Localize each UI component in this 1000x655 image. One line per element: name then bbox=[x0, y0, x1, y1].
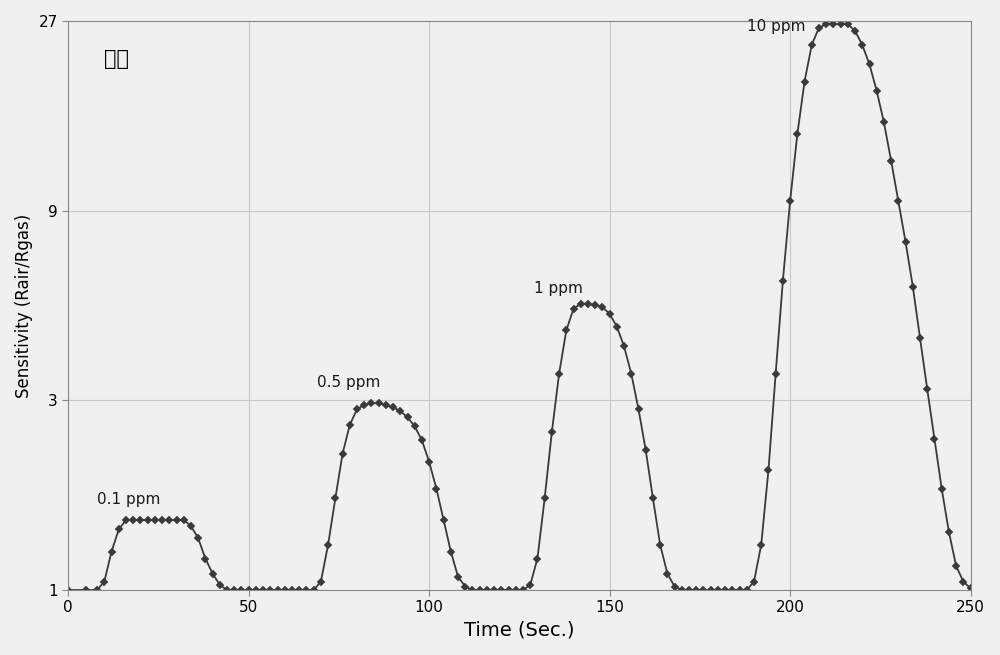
Text: 0.1 ppm: 0.1 ppm bbox=[97, 491, 160, 506]
Y-axis label: Sensitivity (Rair/Rgas): Sensitivity (Rair/Rgas) bbox=[15, 214, 33, 398]
X-axis label: Time (Sec.): Time (Sec.) bbox=[464, 621, 575, 640]
Text: 1 ppm: 1 ppm bbox=[534, 280, 583, 295]
Text: 乙醇: 乙醇 bbox=[104, 49, 129, 69]
Text: 10 ppm: 10 ppm bbox=[747, 19, 805, 34]
Text: 0.5 ppm: 0.5 ppm bbox=[317, 375, 381, 390]
